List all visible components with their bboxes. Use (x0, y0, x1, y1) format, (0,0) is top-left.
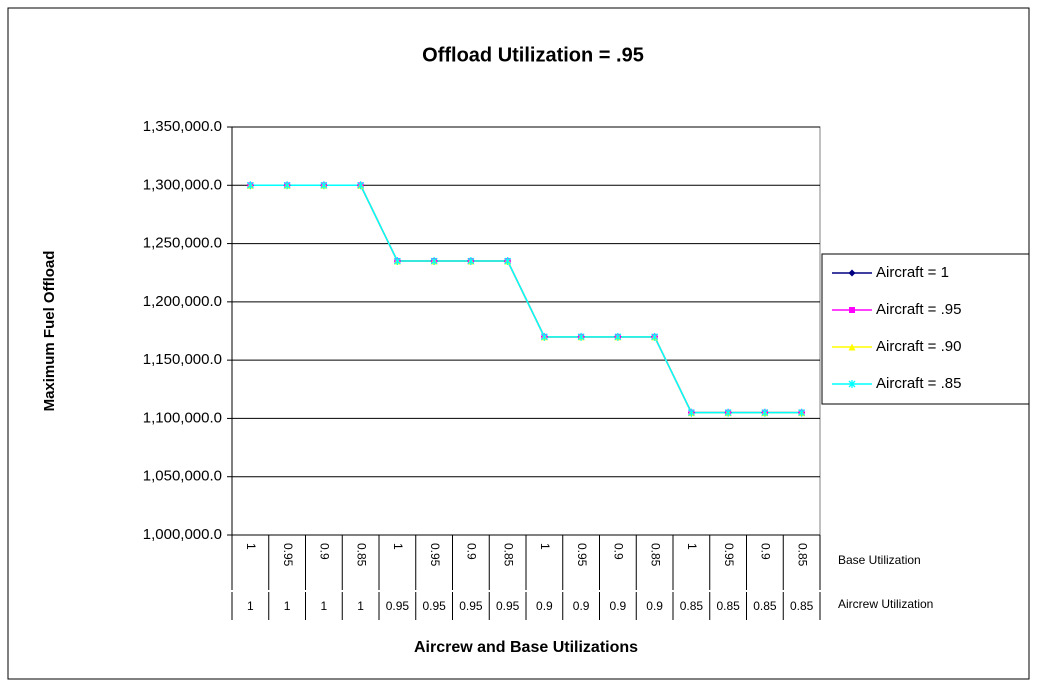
y-axis-label: Maximum Fuel Offload (41, 251, 58, 412)
aircrew-label: 0.85 (716, 599, 740, 613)
marker (798, 408, 806, 417)
base-label: 0.9 (612, 543, 626, 560)
aircrew-label: 0.85 (790, 599, 814, 613)
aircrew-label: 1 (357, 599, 364, 613)
aircrew-label: 0.95 (386, 599, 410, 613)
y-tick-label: 1,050,000.0 (143, 468, 222, 485)
legend-label: Aircraft = .95 (876, 301, 961, 318)
legend (821, 253, 1030, 405)
marker (849, 307, 855, 313)
legend-label: Aircraft = .85 (876, 375, 961, 392)
aircrew-label: 0.85 (680, 599, 704, 613)
base-label: 1 (538, 543, 552, 550)
aircrew-label: 1 (247, 599, 254, 613)
marker (467, 257, 475, 266)
base-label: 0.85 (501, 543, 515, 567)
aircrew-label: 1 (321, 599, 328, 613)
marker (320, 181, 328, 190)
base-label: 0.95 (575, 543, 589, 567)
base-label: 1 (391, 543, 405, 550)
aircrew-label: 0.95 (459, 599, 483, 613)
base-label: 0.85 (795, 543, 809, 567)
marker (504, 257, 512, 266)
aircrew-label: 0.9 (610, 599, 627, 613)
legend-label: Aircraft = 1 (876, 264, 949, 281)
y-tick-label: 1,000,000.0 (143, 526, 222, 543)
row-label: Base Utilization (838, 553, 921, 567)
marker (651, 332, 659, 341)
marker (283, 181, 291, 190)
base-label: 1 (685, 543, 699, 550)
y-tick-label: 1,100,000.0 (143, 409, 222, 426)
x-axis-label: Aircrew and Base Utilizations (414, 639, 638, 656)
base-label: 0.95 (281, 543, 295, 567)
base-label: 0.9 (465, 543, 479, 560)
base-label: 0.9 (318, 543, 332, 560)
marker (761, 408, 769, 417)
chart-title: Offload Utilization = .95 (422, 44, 644, 66)
aircrew-label: 0.9 (573, 599, 590, 613)
row-label: Aircrew Utilization (838, 597, 933, 611)
marker (540, 332, 548, 341)
y-tick-label: 1,250,000.0 (143, 235, 222, 252)
marker (724, 408, 732, 417)
marker (357, 181, 365, 190)
y-tick-label: 1,350,000.0 (143, 118, 222, 135)
aircrew-label: 0.95 (422, 599, 446, 613)
y-tick-label: 1,150,000.0 (143, 351, 222, 368)
base-label: 0.95 (722, 543, 736, 567)
marker (848, 269, 856, 277)
marker (393, 257, 401, 266)
aircrew-label: 0.95 (496, 599, 520, 613)
aircrew-label: 0.9 (646, 599, 663, 613)
marker (848, 343, 856, 351)
aircrew-label: 0.9 (536, 599, 553, 613)
y-tick-label: 1,300,000.0 (143, 176, 222, 193)
marker (430, 257, 438, 266)
marker (614, 332, 622, 341)
marker (577, 332, 585, 341)
base-label: 0.9 (759, 543, 773, 560)
base-label: 0.95 (428, 543, 442, 567)
legend-label: Aircraft = .90 (876, 338, 961, 355)
marker (687, 408, 695, 417)
base-label: 0.85 (648, 543, 662, 567)
aircrew-label: 0.85 (753, 599, 777, 613)
marker (246, 181, 254, 190)
plot-area (231, 126, 821, 536)
aircrew-label: 1 (284, 599, 291, 613)
y-tick-label: 1,200,000.0 (143, 293, 222, 310)
base-label: 1 (244, 543, 258, 550)
base-label: 0.85 (354, 543, 368, 567)
series-line (250, 184, 802, 414)
marker (848, 380, 856, 388)
